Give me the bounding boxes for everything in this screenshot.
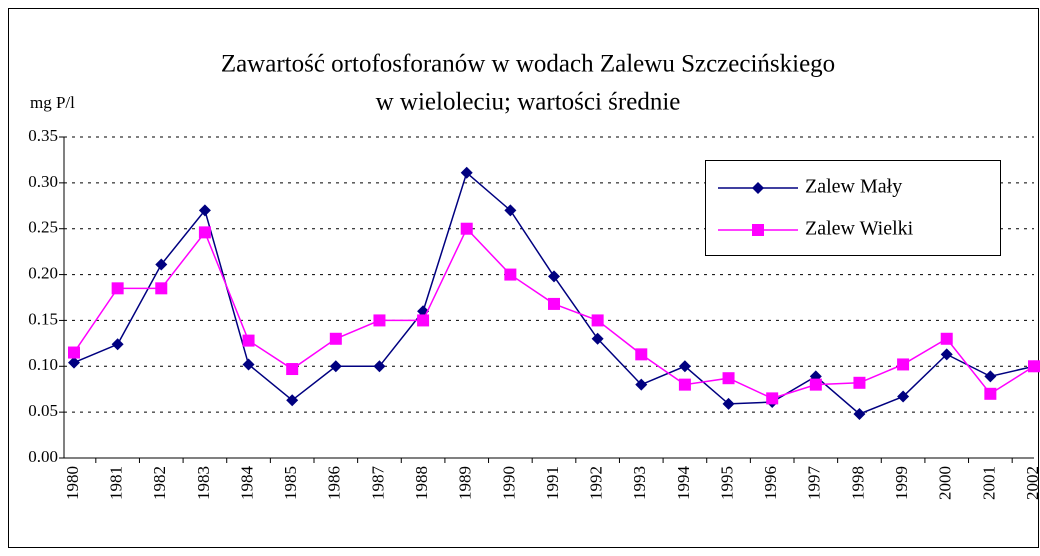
marker bbox=[68, 356, 80, 369]
marker bbox=[678, 360, 691, 373]
marker bbox=[766, 392, 779, 405]
marker bbox=[940, 348, 953, 361]
x-tick-label: 1998 bbox=[848, 466, 867, 500]
x-tick-label: 1981 bbox=[107, 466, 126, 500]
x-tick-label: 1994 bbox=[674, 466, 693, 501]
chart-title: w wieloleciu; wartości średnie bbox=[376, 89, 681, 116]
y-tick-label: 0.15 bbox=[28, 309, 58, 328]
marker bbox=[591, 332, 604, 345]
marker bbox=[752, 182, 764, 194]
legend-label: Zalew Wielki bbox=[805, 218, 914, 240]
marker bbox=[373, 360, 386, 373]
legend-box bbox=[705, 160, 1001, 256]
marker bbox=[111, 282, 124, 295]
y-tick-label: 0.35 bbox=[28, 126, 58, 145]
marker bbox=[635, 348, 648, 361]
x-tick-label: 1990 bbox=[499, 466, 518, 500]
y-axis-label: mg P/l bbox=[30, 93, 75, 112]
x-tick-label: 1992 bbox=[587, 466, 606, 500]
marker bbox=[329, 360, 342, 373]
x-tick-label: 1988 bbox=[412, 466, 431, 500]
x-tick-label: 2002 bbox=[1023, 466, 1040, 500]
marker bbox=[940, 332, 953, 345]
marker bbox=[198, 226, 211, 239]
x-tick-label: 1999 bbox=[892, 466, 911, 500]
marker bbox=[853, 407, 866, 420]
x-tick-label: 1995 bbox=[717, 466, 736, 500]
legend: Zalew Mały Zalew Wielki bbox=[705, 160, 1001, 256]
legend-label: Zalew Mały bbox=[805, 176, 902, 198]
x-tick-label: 2001 bbox=[979, 466, 998, 500]
x-tick-label: 1996 bbox=[761, 466, 780, 500]
x-tick-label: 1984 bbox=[237, 466, 256, 501]
marker bbox=[198, 204, 211, 217]
marker bbox=[286, 363, 299, 376]
marker bbox=[548, 270, 560, 283]
y-tick-label: 0.05 bbox=[28, 401, 58, 420]
marker bbox=[635, 378, 648, 391]
x-tick-label: 1993 bbox=[630, 466, 649, 500]
x-tick-label: 1982 bbox=[150, 466, 169, 500]
marker bbox=[155, 258, 168, 271]
marker bbox=[722, 397, 735, 410]
x-tick-label: 1983 bbox=[194, 466, 213, 500]
marker bbox=[460, 222, 473, 235]
marker bbox=[722, 372, 735, 385]
marker bbox=[591, 314, 604, 327]
marker bbox=[897, 358, 910, 371]
y-tick-label: 0.25 bbox=[28, 218, 58, 237]
x-tick-label: 1997 bbox=[805, 466, 824, 501]
y-tick-label: 0.10 bbox=[28, 355, 58, 374]
marker bbox=[460, 166, 473, 179]
marker bbox=[242, 358, 255, 371]
y-tick-label: 0.30 bbox=[28, 172, 58, 191]
marker bbox=[504, 268, 517, 281]
marker bbox=[242, 334, 255, 347]
marker bbox=[286, 394, 299, 407]
x-tick-label: 1985 bbox=[281, 466, 300, 500]
marker bbox=[897, 390, 910, 403]
y-tick-label: 0.00 bbox=[28, 447, 58, 466]
x-tick-label: 1991 bbox=[543, 466, 562, 500]
marker bbox=[548, 297, 560, 310]
marker bbox=[678, 378, 691, 391]
x-tick-label: 1986 bbox=[325, 466, 344, 500]
marker bbox=[329, 332, 342, 345]
marker bbox=[504, 204, 517, 217]
marker bbox=[417, 314, 430, 327]
x-tick-label: 1980 bbox=[63, 466, 82, 500]
marker bbox=[984, 370, 997, 383]
marker bbox=[68, 346, 80, 359]
marker bbox=[111, 338, 124, 351]
x-tick-label: 1989 bbox=[456, 466, 475, 500]
marker bbox=[1028, 360, 1040, 373]
x-tick-label: 2000 bbox=[936, 466, 955, 500]
marker bbox=[155, 282, 168, 295]
marker bbox=[809, 378, 822, 391]
marker bbox=[984, 387, 997, 400]
marker bbox=[853, 376, 866, 389]
chart-title: Zawartość ortofosforanów w wodach Zalewu… bbox=[221, 51, 835, 78]
y-tick-label: 0.20 bbox=[28, 263, 58, 282]
marker bbox=[373, 314, 386, 327]
marker bbox=[752, 224, 764, 236]
x-tick-label: 1987 bbox=[368, 466, 387, 501]
